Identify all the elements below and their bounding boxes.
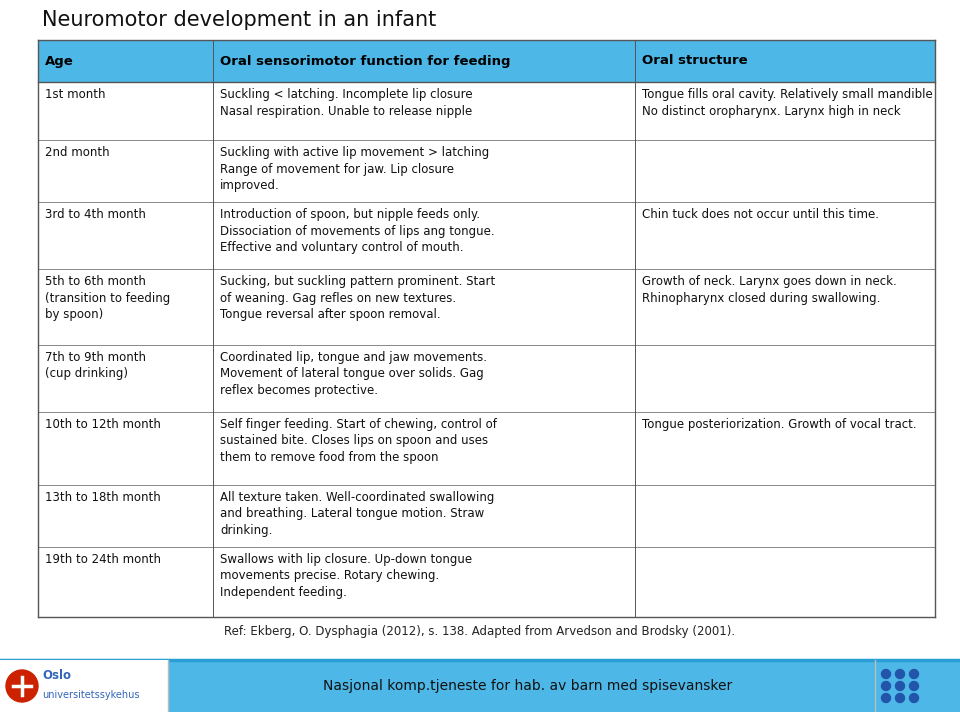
- Circle shape: [909, 681, 919, 691]
- FancyBboxPatch shape: [38, 547, 935, 617]
- Circle shape: [881, 669, 891, 679]
- Text: 13th to 18th month: 13th to 18th month: [45, 491, 160, 504]
- Circle shape: [6, 670, 38, 702]
- Text: Swallows with lip closure. Up-down tongue
movements precise. Rotary chewing.
Ind: Swallows with lip closure. Up-down tongu…: [220, 553, 472, 599]
- Text: 3rd to 4th month: 3rd to 4th month: [45, 208, 146, 221]
- Text: Chin tuck does not occur until this time.: Chin tuck does not occur until this time…: [641, 208, 878, 221]
- Text: Introduction of spoon, but nipple feeds only.
Dissociation of movements of lips : Introduction of spoon, but nipple feeds …: [220, 208, 494, 254]
- Text: All texture taken. Well-coordinated swallowing
and breathing. Lateral tongue mot: All texture taken. Well-coordinated swal…: [220, 491, 494, 537]
- FancyBboxPatch shape: [38, 485, 935, 547]
- FancyBboxPatch shape: [38, 345, 935, 412]
- Text: Neuromotor development in an infant: Neuromotor development in an infant: [42, 10, 436, 30]
- FancyBboxPatch shape: [38, 412, 935, 485]
- Text: Suckling < latching. Incomplete lip closure
Nasal respiration. Unable to release: Suckling < latching. Incomplete lip clos…: [220, 88, 472, 117]
- Circle shape: [896, 693, 904, 703]
- Circle shape: [909, 669, 919, 679]
- FancyBboxPatch shape: [38, 140, 935, 202]
- Circle shape: [896, 669, 904, 679]
- Circle shape: [909, 693, 919, 703]
- Text: Oral structure: Oral structure: [641, 55, 747, 68]
- FancyBboxPatch shape: [38, 202, 935, 269]
- FancyBboxPatch shape: [0, 660, 960, 712]
- Text: Tongue posteriorization. Growth of vocal tract.: Tongue posteriorization. Growth of vocal…: [641, 418, 916, 431]
- Text: Oslo: Oslo: [42, 669, 71, 682]
- Text: Nasjonal komp.tjeneste for hab. av barn med spisevansker: Nasjonal komp.tjeneste for hab. av barn …: [324, 679, 732, 693]
- FancyBboxPatch shape: [0, 660, 168, 712]
- Text: Growth of neck. Larynx goes down in neck.
Rhinopharynx closed during swallowing.: Growth of neck. Larynx goes down in neck…: [641, 276, 897, 305]
- Text: Tongue fills oral cavity. Relatively small mandible
No distinct oropharynx. Lary: Tongue fills oral cavity. Relatively sma…: [641, 88, 932, 117]
- Text: 7th to 9th month
(cup drinking): 7th to 9th month (cup drinking): [45, 351, 146, 380]
- FancyBboxPatch shape: [38, 269, 935, 345]
- Text: 5th to 6th month
(transition to feeding
by spoon): 5th to 6th month (transition to feeding …: [45, 276, 170, 321]
- Circle shape: [881, 693, 891, 703]
- Text: Sucking, but suckling pattern prominent. Start
of weaning. Gag refles on new tex: Sucking, but suckling pattern prominent.…: [220, 276, 495, 321]
- FancyBboxPatch shape: [38, 40, 935, 82]
- Text: Oral sensorimotor function for feeding: Oral sensorimotor function for feeding: [220, 55, 511, 68]
- Text: Coordinated lip, tongue and jaw movements.
Movement of lateral tongue over solid: Coordinated lip, tongue and jaw movement…: [220, 351, 487, 397]
- Text: Suckling with active lip movement > latching
Range of movement for jaw. Lip clos: Suckling with active lip movement > latc…: [220, 147, 490, 192]
- Text: 2nd month: 2nd month: [45, 147, 109, 159]
- Text: universitetssykehus: universitetssykehus: [42, 690, 139, 700]
- Text: 1st month: 1st month: [45, 88, 106, 101]
- Text: Self finger feeding. Start of chewing, control of
sustained bite. Closes lips on: Self finger feeding. Start of chewing, c…: [220, 418, 496, 464]
- Circle shape: [881, 681, 891, 691]
- Text: Ref: Ekberg, O. Dysphagia (2012), s. 138. Adapted from Arvedson and Brodsky (200: Ref: Ekberg, O. Dysphagia (2012), s. 138…: [225, 625, 735, 638]
- Text: 19th to 24th month: 19th to 24th month: [45, 553, 161, 565]
- Circle shape: [896, 681, 904, 691]
- FancyBboxPatch shape: [38, 82, 935, 140]
- Text: Age: Age: [45, 55, 74, 68]
- Text: 10th to 12th month: 10th to 12th month: [45, 418, 161, 431]
